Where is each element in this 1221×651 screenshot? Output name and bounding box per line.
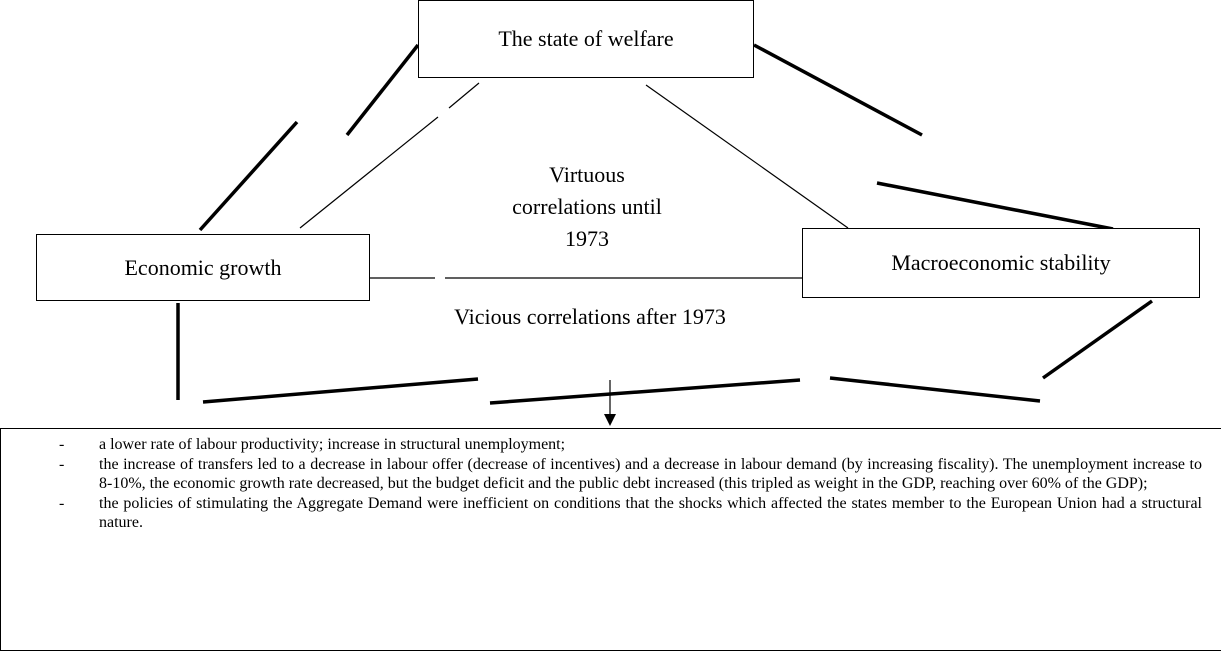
node: Macroeconomic stability	[802, 228, 1200, 298]
list-item: - a lower rate of labour productivity; in…	[1, 435, 1221, 455]
list-item: - the increase of transfers led to a decr…	[1, 455, 1221, 494]
list-item: - the policies of stimulating the Aggrega…	[1, 494, 1221, 533]
bottom-label: Vicious correlations after 1973	[454, 304, 726, 329]
center-label: correlations until	[512, 194, 662, 219]
thin-line	[448, 82, 480, 109]
thin-line	[645, 84, 849, 229]
thick-line	[345, 43, 420, 137]
thick-line	[202, 377, 479, 404]
center-label: 1973	[565, 226, 609, 251]
item-text: a lower rate of labour productivity; inc…	[99, 436, 566, 453]
bullet: -	[59, 436, 65, 453]
thick-line	[876, 181, 1114, 231]
node: The state of welfare	[418, 0, 754, 78]
arrow-head	[604, 414, 616, 426]
thick-line	[489, 378, 801, 405]
item-text: the increase of transfers led to a decre…	[99, 455, 1202, 493]
bullet: -	[59, 494, 65, 512]
center-label: Virtuous	[549, 162, 625, 187]
consequence-list: - a lower rate of labour productivity; in…	[0, 428, 1221, 651]
thick-line	[1041, 299, 1154, 380]
thick-line	[829, 376, 1041, 403]
thick-line	[198, 120, 299, 232]
item-text: the policies of stimulating the Aggregat…	[99, 494, 1202, 532]
thin-line	[299, 116, 439, 229]
thick-line	[753, 43, 923, 137]
bullet: -	[59, 455, 65, 473]
node: Economic growth	[36, 234, 370, 301]
